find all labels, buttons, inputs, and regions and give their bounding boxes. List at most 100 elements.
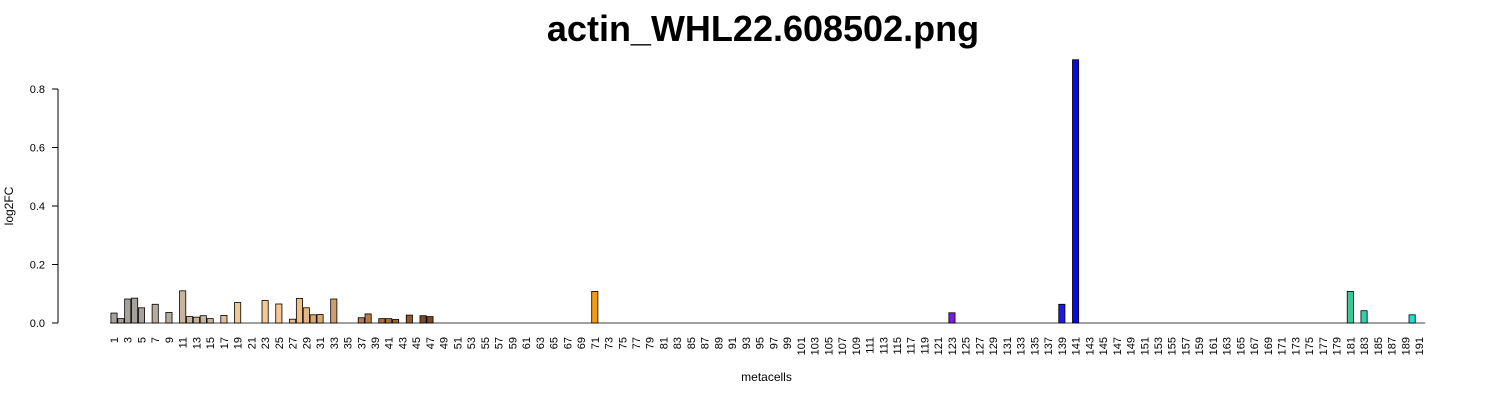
bar-46 [419, 315, 427, 324]
x-tick-label: 187 [1387, 337, 1399, 355]
x-tick-label: 57 [494, 337, 506, 349]
x-tick-label: 35 [343, 337, 355, 349]
x-tick-label: 45 [411, 337, 423, 349]
bar-13 [192, 316, 200, 324]
bar-12 [186, 316, 194, 324]
x-tick-label: 129 [988, 337, 1000, 355]
x-tick-label: 79 [645, 337, 657, 349]
x-tick-label: 5 [136, 337, 148, 343]
bar-42 [392, 319, 400, 324]
x-tick-label: 127 [974, 337, 986, 355]
y-axis-label: log2FC [2, 186, 16, 225]
x-tick-label: 105 [823, 337, 835, 355]
x-tick-label: 181 [1345, 337, 1357, 355]
x-tick-label: 177 [1318, 337, 1330, 355]
x-tick-label: 41 [384, 337, 396, 349]
x-tick-label: 153 [1153, 337, 1165, 355]
x-tick-label: 111 [865, 337, 877, 354]
x-tick-label: 25 [274, 337, 286, 349]
x-tick-label: 135 [1029, 337, 1041, 355]
x-tick-label: 145 [1098, 337, 1110, 355]
x-tick-label: 67 [562, 337, 574, 349]
x-tick-label: 27 [288, 337, 300, 349]
bar-9 [165, 312, 173, 324]
bar-17 [220, 314, 228, 324]
x-tick-label: 21 [246, 337, 258, 349]
x-tick-label: 49 [439, 337, 451, 349]
x-tick-label: 29 [301, 337, 313, 349]
bar-33 [330, 298, 338, 324]
bar-40 [378, 318, 386, 324]
x-tick-label: 53 [466, 337, 478, 349]
bar-4 [131, 297, 139, 324]
x-tick-label: 179 [1332, 337, 1344, 355]
bar-1 [110, 312, 118, 324]
y-tick-label: 0.4 [30, 201, 45, 213]
x-tick-label: 81 [658, 337, 670, 349]
bar-5 [137, 307, 145, 324]
bar-123 [948, 312, 956, 324]
bar-190 [1408, 314, 1416, 324]
x-tick-label: 91 [727, 337, 739, 349]
bar-41 [385, 318, 393, 324]
bar-2 [117, 318, 125, 324]
y-tick-label: 0.2 [30, 260, 45, 272]
x-tick-label: 99 [782, 337, 794, 349]
x-tick-label: 71 [590, 337, 602, 349]
x-tick-label: 173 [1290, 337, 1302, 355]
x-tick-label: 37 [356, 337, 368, 349]
x-tick-label: 97 [768, 337, 780, 349]
x-tick-label: 163 [1222, 337, 1234, 355]
x-tick-label: 13 [191, 337, 203, 349]
x-tick-label: 95 [755, 337, 767, 349]
x-tick-label: 9 [164, 337, 176, 343]
bar-30 [309, 314, 317, 324]
x-tick-label: 117 [906, 337, 918, 355]
x-tick-label: 113 [878, 337, 890, 355]
x-tick-label: 31 [315, 337, 327, 349]
x-tick-label: 63 [535, 337, 547, 349]
bar-14 [199, 315, 207, 324]
x-tick-label: 191 [1414, 337, 1426, 355]
x-tick-label: 93 [741, 337, 753, 349]
x-tick-label: 7 [150, 337, 162, 343]
x-tick-label: 151 [1139, 337, 1151, 355]
x-tick-label: 143 [1084, 337, 1096, 355]
bar-71 [591, 291, 599, 324]
x-tick-label: 47 [425, 337, 437, 349]
x-tick-label: 167 [1249, 337, 1261, 355]
x-tick-label: 33 [329, 337, 341, 349]
x-tick-label: 61 [521, 337, 533, 349]
bar-38 [364, 313, 372, 324]
bar-27 [289, 318, 297, 324]
x-tick-label: 109 [851, 337, 863, 355]
bar-44 [405, 314, 413, 324]
x-tick-label: 69 [576, 337, 588, 349]
bars [110, 59, 1426, 324]
x-tick-label: 115 [892, 337, 904, 355]
x-tick-label: 159 [1194, 337, 1206, 355]
x-tick-label: 149 [1126, 337, 1138, 355]
x-tick-label: 169 [1263, 337, 1275, 355]
x-tick-label: 77 [631, 337, 643, 349]
x-tick-label: 165 [1235, 337, 1247, 355]
x-tick-label: 139 [1057, 337, 1069, 355]
bar-25 [275, 303, 283, 324]
x-tick-label: 23 [260, 337, 272, 349]
x-axis-label: metacells [741, 370, 792, 384]
x-tick-label: 17 [219, 337, 231, 349]
x-axis: 1 3 5 7 9 11 13 15 17 19 21 23 25 27 29 31 33 35 37 39 41 43 4… [109, 337, 1426, 355]
x-tick-label: 189 [1400, 337, 1412, 355]
x-tick-label: 59 [507, 337, 519, 349]
y-tick-label: 0.0 [30, 318, 45, 330]
bar-11 [179, 290, 187, 324]
x-tick-label: 141 [1071, 337, 1083, 355]
x-tick-label: 43 [397, 337, 409, 349]
x-tick-label: 175 [1304, 337, 1316, 355]
x-tick-label: 65 [549, 337, 561, 349]
bar-23 [261, 300, 269, 324]
bar-183 [1360, 310, 1368, 324]
x-tick-label: 3 [123, 337, 135, 343]
x-tick-label: 107 [837, 337, 849, 355]
